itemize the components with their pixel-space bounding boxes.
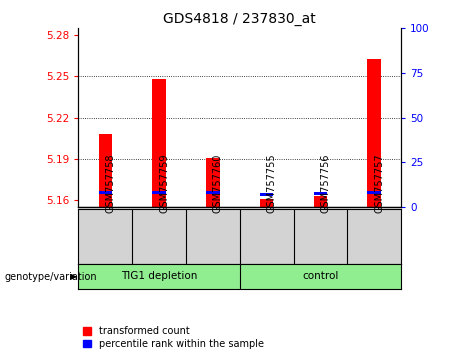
- Text: GSM757757: GSM757757: [374, 154, 384, 213]
- Bar: [313, 196, 327, 207]
- Text: GSM757756: GSM757756: [320, 154, 331, 213]
- Text: genotype/variation: genotype/variation: [5, 272, 97, 282]
- Text: control: control: [302, 272, 338, 281]
- Bar: [206, 191, 219, 194]
- Text: GSM757760: GSM757760: [213, 154, 223, 213]
- Bar: [313, 192, 327, 195]
- Bar: [99, 134, 112, 207]
- Bar: [260, 199, 273, 207]
- Text: GSM757755: GSM757755: [266, 154, 277, 213]
- Bar: [367, 191, 381, 194]
- Bar: [152, 79, 166, 207]
- Bar: [99, 191, 112, 194]
- Bar: [260, 193, 273, 196]
- Bar: [206, 158, 219, 207]
- Text: GSM757758: GSM757758: [105, 154, 115, 213]
- Legend: transformed count, percentile rank within the sample: transformed count, percentile rank withi…: [83, 326, 264, 349]
- Bar: [367, 58, 381, 207]
- Text: GDS4818 / 237830_at: GDS4818 / 237830_at: [163, 12, 316, 27]
- Text: GSM757759: GSM757759: [159, 154, 169, 213]
- Text: TIG1 depletion: TIG1 depletion: [121, 272, 197, 281]
- Bar: [152, 191, 166, 194]
